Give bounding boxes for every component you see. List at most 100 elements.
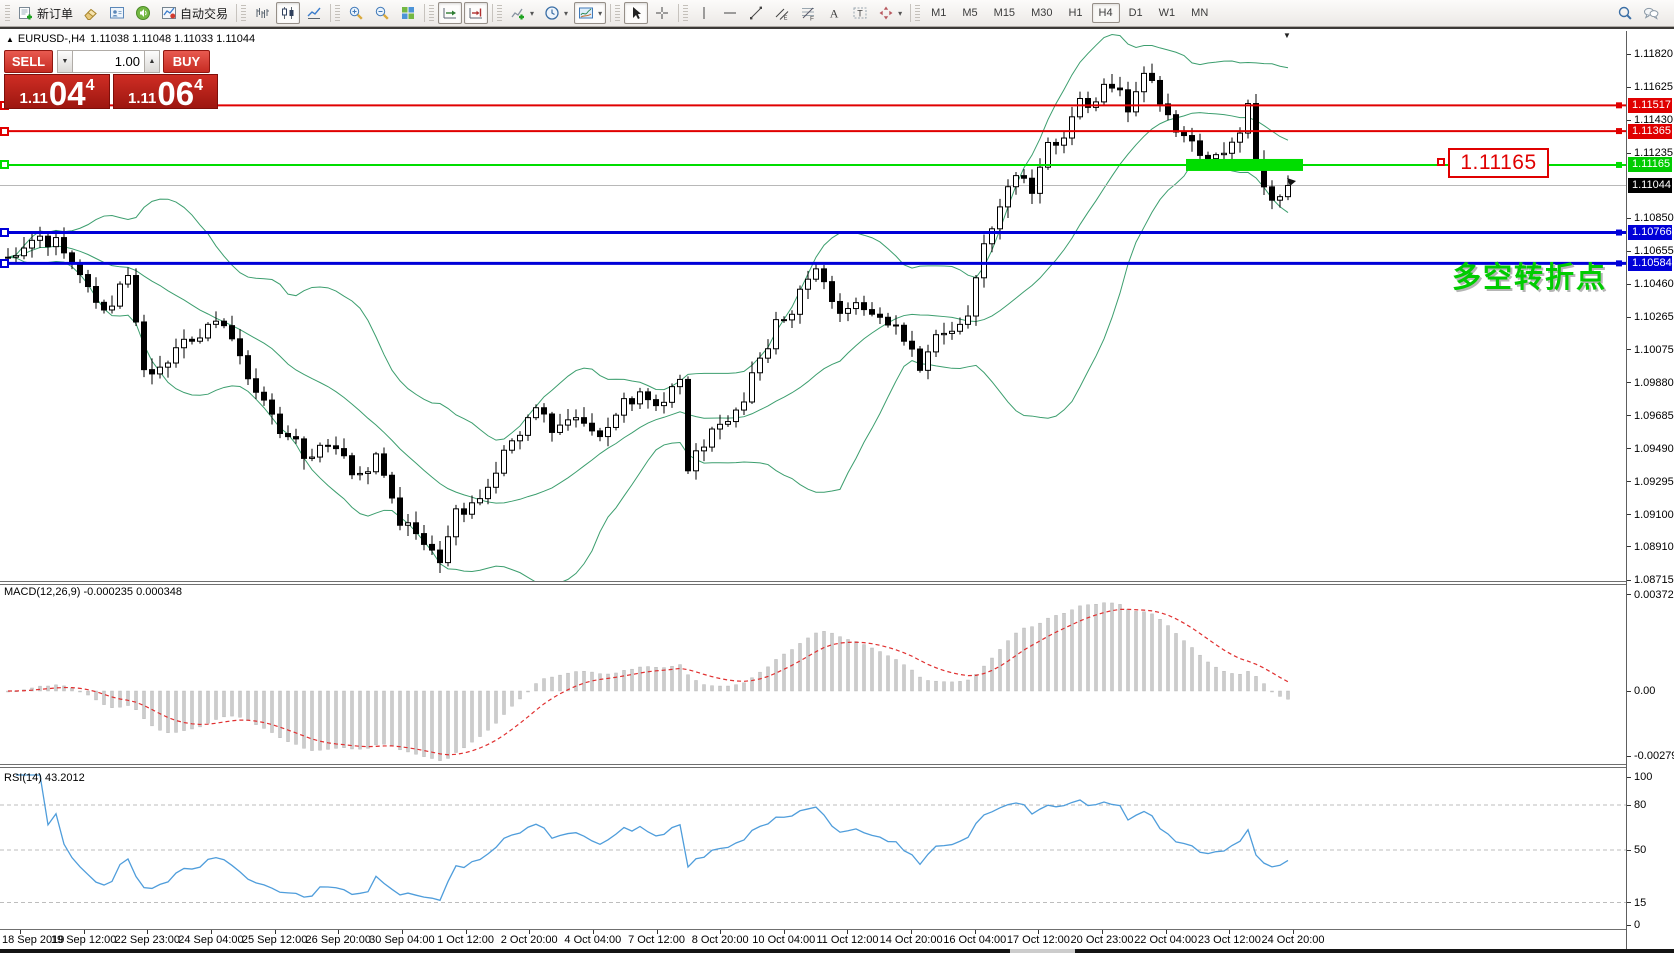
- sell-button[interactable]: SELL: [4, 50, 53, 73]
- dropdown-arrow-icon[interactable]: ▾: [898, 8, 903, 18]
- macd-histogram-bar: [94, 690, 98, 701]
- main-price-chart[interactable]: [0, 31, 1626, 581]
- zoom-in-button[interactable]: [344, 2, 368, 24]
- timeframe-m15-button[interactable]: M15: [987, 3, 1022, 23]
- time-tick: [974, 930, 976, 934]
- volume-input[interactable]: [73, 50, 144, 73]
- volume-increase-button[interactable]: ▲: [144, 50, 160, 73]
- macd-histogram-bar: [758, 671, 762, 692]
- chart-shift-marker-icon[interactable]: ▼: [1283, 31, 1291, 40]
- horizontal-line-button[interactable]: [718, 2, 742, 24]
- candle-body: [701, 446, 707, 452]
- panel-separator[interactable]: [0, 764, 1674, 768]
- turning-point-annotation[interactable]: 多空转折点: [1452, 262, 1608, 294]
- crosshair-button[interactable]: [650, 2, 674, 24]
- trendline-button[interactable]: [744, 2, 768, 24]
- timeframe-m5-button[interactable]: M5: [955, 3, 984, 23]
- price-tag: 1.10766: [1628, 225, 1672, 241]
- candle-body: [397, 497, 403, 526]
- price-tag: 1.10584: [1628, 255, 1672, 271]
- line-axis-anchor: [1616, 102, 1622, 109]
- toolbar-grip[interactable]: [5, 5, 10, 21]
- dropdown-arrow-icon[interactable]: ▾: [530, 8, 535, 18]
- line-left-anchor[interactable]: [0, 258, 9, 268]
- time-tick: [401, 930, 403, 934]
- candlestick-chart-button[interactable]: [276, 2, 301, 24]
- timeframe-h4-button[interactable]: H4: [1091, 3, 1120, 23]
- toolbar-grip[interactable]: [683, 5, 689, 21]
- line-chart-button[interactable]: [302, 2, 326, 24]
- macd-histogram-bar: [1198, 654, 1202, 692]
- collapse-panel-icon[interactable]: ▲: [6, 35, 14, 44]
- periods-button[interactable]: ▾: [540, 2, 572, 24]
- auto-scroll-button[interactable]: [438, 2, 463, 24]
- bar-chart-button[interactable]: [250, 2, 274, 24]
- line-left-anchor[interactable]: [0, 228, 9, 238]
- time-tick: [83, 930, 85, 934]
- toolbar-grip[interactable]: [241, 5, 247, 21]
- cursor-button[interactable]: [624, 2, 649, 24]
- timeframe-w1-button[interactable]: W1: [1152, 3, 1183, 23]
- volume-decrease-button[interactable]: ▼: [57, 50, 73, 73]
- macd-histogram-bar: [422, 690, 426, 757]
- macd-histogram-bar: [262, 690, 266, 729]
- eraser-button[interactable]: [79, 2, 103, 24]
- candle-body: [1189, 135, 1195, 142]
- sell-price-display[interactable]: 1.11 04 4: [4, 74, 110, 110]
- macd-histogram-bar: [670, 666, 674, 692]
- timeframe-mn-button[interactable]: MN: [1184, 3, 1215, 23]
- candle-body: [877, 313, 883, 318]
- arrows-button[interactable]: ▾: [874, 2, 906, 24]
- time-axis[interactable]: 18 Sep 2019 19 Sep 12:00 22 Sep 23:00 24 Se…: [0, 930, 1674, 949]
- rsi-indicator-panel[interactable]: [0, 768, 1626, 929]
- panel-separator[interactable]: [0, 581, 1674, 585]
- line-left-anchor[interactable]: [0, 160, 9, 170]
- toolbar-grip[interactable]: [335, 5, 341, 21]
- toolbar-grip[interactable]: [497, 5, 503, 21]
- time-tick: [20, 930, 21, 934]
- candle-body: [205, 323, 211, 339]
- level-price-label[interactable]: 1.11165: [1448, 148, 1549, 178]
- autotrading-button[interactable]: 自动交易: [157, 2, 232, 24]
- new-order-button[interactable]: 新订单: [14, 2, 77, 24]
- crosshair-icon: [654, 5, 670, 21]
- tile-windows-button[interactable]: [396, 2, 420, 24]
- equidistant-channel-button[interactable]: E: [770, 2, 794, 24]
- candle-body: [1205, 154, 1211, 160]
- macd-histogram-bar: [278, 690, 282, 738]
- sound-button[interactable]: [131, 2, 155, 24]
- candle-body: [445, 536, 451, 564]
- templates-button[interactable]: ▾: [574, 2, 607, 24]
- toolbar-grip[interactable]: [915, 5, 921, 21]
- indicators-button[interactable]: ▾: [506, 2, 538, 24]
- fibonacci-button[interactable]: F: [796, 2, 820, 24]
- timeframe-m1-button[interactable]: M1: [924, 3, 953, 23]
- buy-button[interactable]: BUY: [163, 50, 210, 73]
- text-label-button[interactable]: T: [848, 2, 872, 24]
- level-line-anchor[interactable]: [1437, 158, 1445, 166]
- text-button[interactable]: A: [822, 2, 846, 24]
- chart-window-button[interactable]: [105, 2, 129, 24]
- chart-shift-button[interactable]: [464, 2, 489, 24]
- line-left-anchor[interactable]: [0, 126, 9, 136]
- search-button[interactable]: [1613, 2, 1637, 24]
- axis-tick-label: 1.10265: [1627, 311, 1674, 324]
- toolbar-grip[interactable]: [429, 5, 435, 21]
- macd-histogram-bar: [302, 690, 306, 749]
- macd-histogram-bar: [846, 639, 850, 692]
- timeframe-d1-button[interactable]: D1: [1122, 3, 1150, 23]
- level-highlight-bar[interactable]: [1186, 158, 1303, 171]
- dropdown-arrow-icon[interactable]: ▾: [564, 8, 569, 18]
- macd-indicator-panel[interactable]: [0, 585, 1626, 764]
- timeframe-m30-button[interactable]: M30: [1024, 3, 1059, 23]
- buy-price-display[interactable]: 1.11 06 4: [113, 74, 218, 110]
- timeframe-h1-button[interactable]: H1: [1061, 3, 1089, 23]
- price-axis[interactable]: 1.11820 1.11625 1.11430 1.11235 1.10850 1.106…: [1626, 31, 1674, 949]
- vertical-line-button[interactable]: [692, 2, 716, 24]
- dropdown-arrow-icon[interactable]: ▾: [598, 8, 603, 18]
- zoom-out-button[interactable]: [370, 2, 394, 24]
- candle-body: [1045, 141, 1051, 168]
- candle-body: [1221, 152, 1227, 156]
- toolbar-grip[interactable]: [615, 5, 621, 21]
- community-chat-button[interactable]: [1639, 2, 1663, 24]
